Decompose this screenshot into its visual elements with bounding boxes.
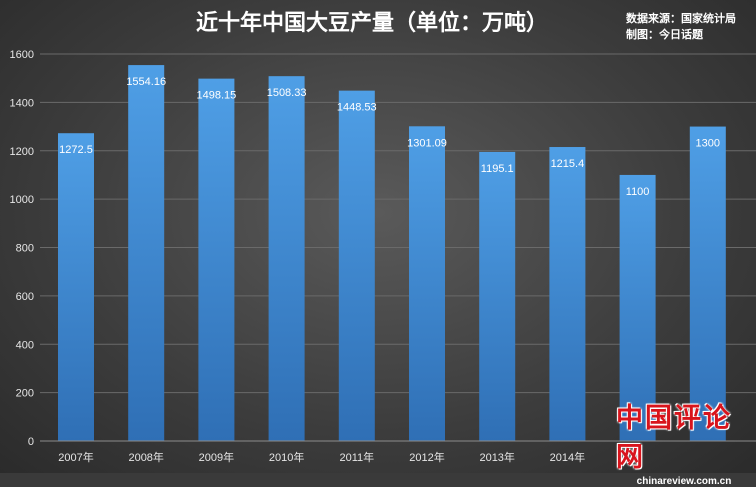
- x-tick-label: 2008年: [128, 450, 163, 464]
- watermark-url: chinareview.com.cn: [636, 475, 732, 487]
- bar: [479, 151, 516, 441]
- x-tick-label: 2014年: [550, 450, 585, 464]
- bar: [58, 133, 94, 442]
- chinareview-watermark: 中国评论网 chinareview.com.cn: [616, 403, 752, 487]
- bar: [128, 65, 165, 441]
- y-tick-label: 600: [16, 291, 34, 303]
- x-axis-ticks: 2007年 2008年 2009年 2010年 2011年 2012年 2013年 2014年: [58, 450, 585, 464]
- bar-value-label: 1100: [626, 186, 650, 198]
- bar: [549, 147, 586, 441]
- y-tick-label: 1200: [10, 146, 34, 158]
- bar-value-label: 1448.53: [337, 102, 377, 114]
- y-tick-label: 800: [16, 243, 34, 255]
- bar-value-label: 1300: [696, 138, 720, 150]
- bar-value-label: 1215.4: [551, 158, 585, 170]
- watermark-logo-text: 中国评论网: [616, 402, 732, 473]
- x-tick-label: 2012年: [409, 450, 444, 464]
- x-tick-label: 2011年: [339, 450, 374, 464]
- bar: [198, 78, 235, 441]
- bar-value-label: 1272.5: [59, 144, 93, 156]
- x-tick-label: 2010年: [269, 450, 304, 464]
- x-tick-label: 2009年: [199, 450, 234, 464]
- chart-title: 近十年中国大豆产量（单位：万吨）: [196, 10, 548, 36]
- y-axis-ticks: 0 200 400 600 800 1000 1200 1400 1600: [10, 49, 34, 448]
- y-tick-label: 1400: [10, 97, 34, 109]
- bar-value-label: 1508.33: [267, 87, 307, 99]
- bar: [338, 90, 375, 441]
- bar: [619, 174, 656, 441]
- y-tick-label: 0: [28, 436, 34, 448]
- y-tick-label: 200: [16, 388, 34, 400]
- y-tick-label: 1000: [10, 194, 34, 206]
- x-tick-label: 2013年: [479, 450, 514, 464]
- bar-chart: 近十年中国大豆产量（单位：万吨） 数据来源：国家统计局 制图：今日话题 0 200…: [10, 10, 756, 464]
- source-line-2: 制图：今日话题: [626, 27, 704, 41]
- bar-value-label: 1498.15: [197, 90, 237, 102]
- bar: [409, 126, 445, 441]
- bar: [268, 76, 305, 442]
- bar: [689, 126, 726, 441]
- bar-value-label: 1301.09: [407, 137, 447, 149]
- y-tick-label: 1600: [10, 49, 34, 61]
- source-line-1: 数据来源：国家统计局: [626, 11, 736, 25]
- bar-value-label: 1554.16: [126, 76, 166, 88]
- data-labels: 1272.5 1554.16 1498.15 1508.33 1448.53 1301.0…: [59, 76, 720, 198]
- bar-value-label: 1195.1: [481, 163, 514, 175]
- y-tick-label: 400: [16, 339, 34, 351]
- x-tick-label: 2007年: [58, 450, 93, 464]
- bars: [58, 65, 726, 442]
